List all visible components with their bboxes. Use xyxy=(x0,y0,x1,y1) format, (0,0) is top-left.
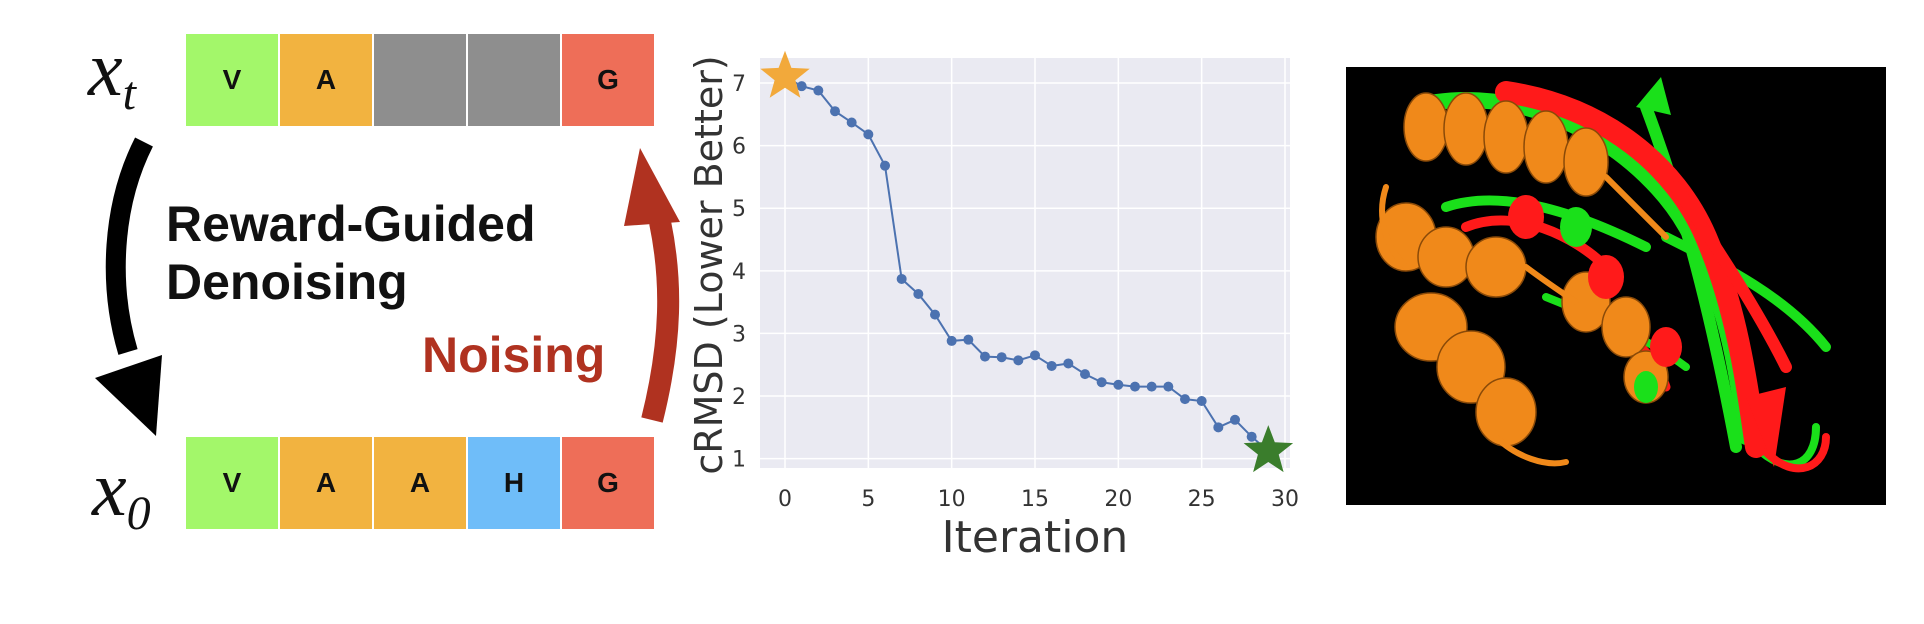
data-point xyxy=(1113,379,1124,390)
data-point xyxy=(1146,381,1157,392)
x-tick-label: 10 xyxy=(938,487,966,512)
denoise-arrow xyxy=(95,137,680,436)
helices xyxy=(1375,92,1669,447)
noisy-token-5: G xyxy=(562,34,654,126)
data-point xyxy=(980,351,990,362)
data-point xyxy=(946,335,957,346)
x-tick-label: 15 xyxy=(1021,487,1049,512)
x-tick-label: 0 xyxy=(778,487,792,512)
clean-token-1: V xyxy=(186,437,278,529)
plot-background xyxy=(760,58,1290,468)
y-tick-label: 6 xyxy=(732,135,746,160)
data-point xyxy=(1046,360,1057,371)
coil-loops xyxy=(1379,174,1669,467)
data-point xyxy=(1196,396,1207,407)
y-tick-label: 1 xyxy=(732,448,746,473)
data-point xyxy=(1013,355,1024,366)
x0-label: x0 xyxy=(92,445,151,540)
predicted-strand-head xyxy=(1746,387,1786,467)
denoise-arrow-shaft xyxy=(105,137,153,355)
x-tick-label: 30 xyxy=(1271,487,1299,512)
data-point xyxy=(930,309,940,320)
protein-structure-image xyxy=(1346,67,1886,505)
noisy-token-1: V xyxy=(186,34,278,126)
data-point xyxy=(1096,377,1107,388)
y-tick-label: 3 xyxy=(732,322,746,347)
y-axis-label: cRMSD (Lower Better) xyxy=(687,55,731,474)
data-point xyxy=(1063,358,1074,369)
clean-token-2: A xyxy=(280,437,372,529)
data-point xyxy=(1246,431,1257,442)
denoise-label: Reward-Guided Denoising xyxy=(166,196,536,310)
data-point xyxy=(1163,381,1174,392)
crmsd-chart: 0 5 10 15 20 25 30 1 2 3 4 5 6 7 Iteration cRMSD (Low… xyxy=(687,50,1299,563)
data-point xyxy=(796,81,807,92)
data-point xyxy=(996,352,1007,363)
reference-strand-head xyxy=(1636,77,1671,115)
noisy-token-2: A xyxy=(280,34,372,126)
data-point xyxy=(896,273,907,284)
data-point xyxy=(1130,381,1140,392)
noisy-token-3 xyxy=(374,34,466,126)
x-axis-label: Iteration xyxy=(942,512,1129,563)
data-point xyxy=(1030,350,1040,361)
data-point xyxy=(830,106,840,117)
denoise-arrow-head xyxy=(95,355,162,436)
data-point xyxy=(1230,414,1240,425)
data-point xyxy=(863,129,874,140)
x-tick-label: 20 xyxy=(1104,487,1132,512)
data-point xyxy=(963,334,974,345)
clean-token-4: H xyxy=(468,437,560,529)
y-tick-label: 2 xyxy=(732,385,746,410)
data-point xyxy=(846,117,857,128)
y-tick-label: 4 xyxy=(732,260,746,285)
data-point xyxy=(1080,369,1090,380)
x-tick-label: 25 xyxy=(1188,487,1216,512)
x-tick-label: 5 xyxy=(861,487,875,512)
noise-label: Noising xyxy=(422,327,606,383)
xt-label: xt xyxy=(88,25,136,120)
markers xyxy=(760,50,1294,473)
y-tick-label: 7 xyxy=(732,72,746,97)
start-star-marker xyxy=(760,50,810,98)
data-point xyxy=(913,288,924,299)
data-point xyxy=(1213,422,1224,433)
data-point xyxy=(813,85,824,96)
noise-arrow-head xyxy=(624,148,680,226)
end-star-marker xyxy=(1243,425,1294,473)
y-tick-label: 5 xyxy=(732,197,746,222)
noise-arrow-shaft xyxy=(641,219,680,423)
data-point xyxy=(880,160,890,171)
helix-accents xyxy=(1508,195,1682,403)
tick-labels: 0 5 10 15 20 25 30 1 2 3 4 5 6 7 xyxy=(732,72,1299,512)
noisy-token-4 xyxy=(468,34,560,126)
clean-token-3: A xyxy=(374,437,466,529)
clean-token-5: G xyxy=(562,437,654,529)
data-point xyxy=(1180,394,1190,405)
